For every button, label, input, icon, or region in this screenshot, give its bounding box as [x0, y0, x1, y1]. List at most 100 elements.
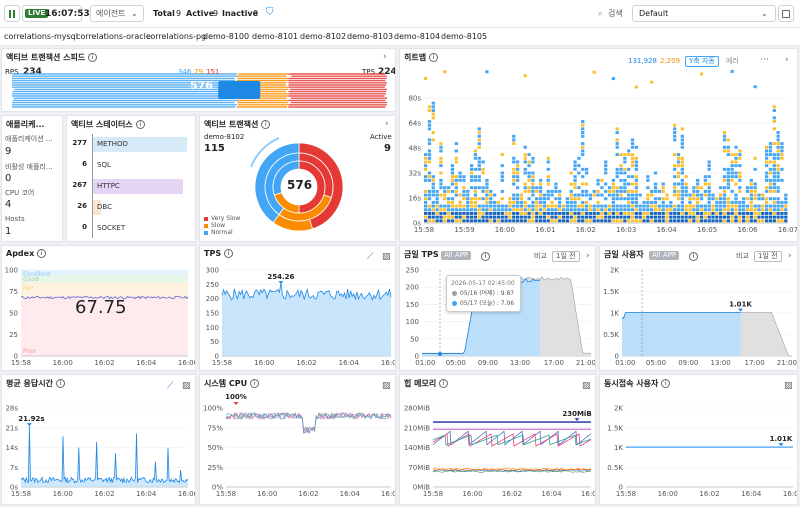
heatmap-cell — [630, 208, 635, 212]
heatmap-cell — [512, 208, 516, 212]
heatmap-cell — [707, 193, 711, 197]
avg-response-panel: 평균 응답시간 i ⟋ ▨ 28s 21s 14s 7s 0s 15:58 16:00 16:0… — [1, 374, 196, 505]
heatmap-cell — [500, 208, 504, 212]
image-icon[interactable]: ▨ — [382, 381, 391, 391]
app-tab[interactable]: demo-8102 — [300, 32, 347, 41]
active-transaction-donut[interactable] — [200, 116, 396, 242]
chevron-right-icon[interactable]: › — [383, 52, 387, 62]
info-icon[interactable]: i — [55, 379, 65, 388]
compare-select[interactable]: 1일 전 — [754, 251, 782, 262]
chevron-right-icon[interactable]: › — [385, 119, 389, 129]
info-icon[interactable]: i — [88, 53, 98, 62]
pause-button[interactable] — [4, 5, 20, 22]
heatmap-cell — [650, 200, 654, 204]
status-name[interactable]: SOCKET — [97, 224, 126, 232]
info-icon[interactable]: i — [135, 120, 145, 129]
info-icon[interactable]: i — [224, 249, 234, 258]
info-icon[interactable]: i — [439, 379, 449, 388]
app-tab[interactable]: demo-8101 — [252, 32, 299, 41]
line-chart-icon[interactable]: ⟋ — [367, 252, 374, 262]
heatmap-cell — [730, 178, 734, 182]
heatmap-cell — [680, 211, 684, 215]
status-name[interactable]: SQL — [97, 161, 111, 169]
app-tab[interactable]: correlations-mysql — [4, 32, 78, 41]
app-tab[interactable]: demo-8103 — [347, 32, 394, 41]
layout-select[interactable]: Default ⌄ — [632, 5, 776, 22]
shield-icon[interactable]: ⛉ — [266, 7, 274, 18]
heatmap-cell — [680, 145, 684, 149]
heatmap-cell — [738, 186, 742, 190]
image-icon[interactable]: ▨ — [182, 381, 191, 391]
chevron-right-icon[interactable]: › — [586, 251, 590, 261]
heatmap-cell — [772, 211, 776, 215]
error-filter-button[interactable]: 에러 — [726, 57, 739, 65]
tooltip-time: 2026-05-17 02:45:00 — [451, 280, 515, 287]
info-icon[interactable]: i — [689, 252, 698, 261]
concurrent-users-chart[interactable]: 2K 1.5K 1K 0.5K 015:58 16:00 16:02 16:04 16:06 1.… — [600, 375, 798, 505]
image-icon[interactable]: ▨ — [382, 252, 391, 262]
search-icon[interactable]: ⌕ — [598, 9, 603, 18]
resp-peak-label: 21.92s — [18, 415, 44, 423]
heatmap-cell — [531, 171, 535, 175]
heatmap-cell — [454, 215, 458, 219]
app-tab[interactable]: demo-8104 — [394, 32, 441, 41]
app-tab[interactable]: demo-8105 — [441, 32, 488, 41]
heatmap-cell — [707, 167, 711, 171]
info-icon[interactable]: i — [37, 249, 47, 258]
today-users-chart[interactable]: 2K 1.5K 1K 0.5K 001:00 05:00 09:00 13:00 17:00 21… — [600, 246, 798, 371]
status-name[interactable]: METHOD — [97, 140, 128, 148]
app-filter-chip[interactable]: All APP — [441, 251, 472, 260]
heatmap-cell — [546, 182, 550, 186]
app-tab[interactable]: demo-8100 — [203, 32, 250, 41]
heatmap-cell — [596, 211, 600, 215]
save-layout-button[interactable] — [778, 5, 794, 22]
app-tab[interactable]: correlations-oracle — [76, 32, 151, 41]
heatmap-cell — [772, 186, 776, 190]
heatmap-cell — [780, 219, 784, 223]
chevron-right-icon[interactable]: › — [788, 251, 792, 261]
info-icon[interactable]: i — [250, 379, 260, 388]
heatmap-cell — [734, 197, 738, 201]
y-tick-label: 70MiB — [408, 464, 430, 472]
search-label[interactable]: 검색 — [608, 9, 623, 18]
heatmap-cell — [738, 215, 742, 219]
info-icon[interactable]: i — [429, 53, 439, 62]
image-icon[interactable]: ▨ — [784, 381, 793, 391]
image-icon[interactable]: ▨ — [582, 381, 591, 391]
agent-select[interactable]: 에이전트 ⌄ — [90, 5, 144, 22]
heatmap-cell — [738, 211, 742, 215]
heatmap-cell — [531, 215, 535, 219]
heatmap-cell — [619, 211, 623, 215]
info-icon[interactable]: i — [481, 252, 490, 261]
heatmap-cell — [688, 197, 692, 201]
tps-chart[interactable]: 300 250 200 150 100 50 015:58 16:00 16:02 16:04 16… — [200, 246, 396, 371]
app-tab[interactable]: correlations-pg — [146, 32, 207, 41]
heatmap-cell — [439, 160, 443, 164]
more-icon[interactable]: ⋯ — [760, 55, 769, 65]
heatmap-cell — [558, 211, 562, 215]
compare-select[interactable]: 1일 전 — [552, 251, 580, 262]
line-chart-icon[interactable]: ⟋ — [167, 381, 174, 391]
app-filter-chip[interactable]: All APP — [649, 251, 680, 260]
apdex-chart[interactable]: 100 75 50 25 015:58 16:00 16:02 16:04 16:06 Excel… — [2, 246, 196, 371]
heatmap-cell — [550, 193, 554, 197]
heatmap-cell — [427, 109, 432, 112]
y-axis-auto-button[interactable]: Y축 자동 — [685, 56, 719, 67]
info-icon[interactable]: i — [661, 379, 671, 388]
tooltip-row: 05/16 (어제) : 9.87 — [460, 290, 515, 297]
chevron-right-icon[interactable]: › — [785, 55, 789, 65]
y-tick-label: 0s — [10, 484, 18, 492]
heatmap-cell — [462, 178, 466, 182]
status-name[interactable]: DBC — [97, 203, 112, 211]
info-icon[interactable]: i — [261, 120, 271, 129]
heatmap-cell — [676, 189, 681, 193]
system-cpu-chart[interactable]: 100% 75% 50% 25% 0%15:58 16:00 16:02 16:04 16:06… — [200, 375, 396, 505]
heatmap-cell — [481, 219, 485, 223]
heatmap-cell — [776, 219, 780, 223]
heatmap-cell — [600, 178, 604, 182]
heatmap-cell — [630, 215, 635, 219]
status-name[interactable]: HTTPC — [97, 182, 120, 190]
